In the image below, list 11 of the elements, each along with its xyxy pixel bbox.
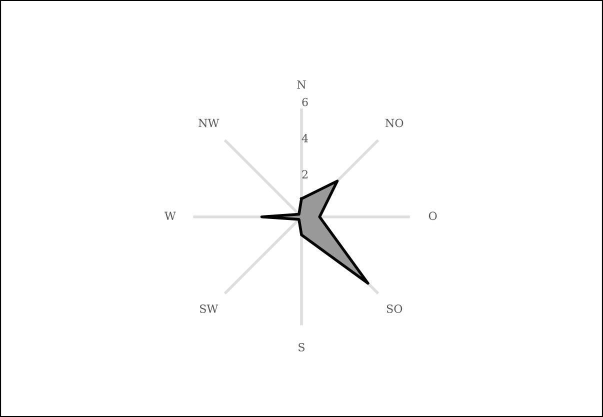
spoke-label: S bbox=[298, 342, 304, 352]
y-tick-label: 4 bbox=[302, 134, 308, 142]
y-tick-label: 6 bbox=[302, 98, 308, 106]
spoke-label: N bbox=[297, 80, 306, 89]
spoke-label: W bbox=[164, 212, 176, 220]
spoke-label: NO bbox=[385, 118, 404, 128]
spoke-label: SW bbox=[200, 304, 218, 313]
spoke-label: SO bbox=[386, 304, 402, 313]
spoke-label: NW bbox=[198, 118, 220, 128]
spoke-label: O bbox=[428, 212, 437, 220]
y-tick-label: 2 bbox=[302, 170, 308, 178]
